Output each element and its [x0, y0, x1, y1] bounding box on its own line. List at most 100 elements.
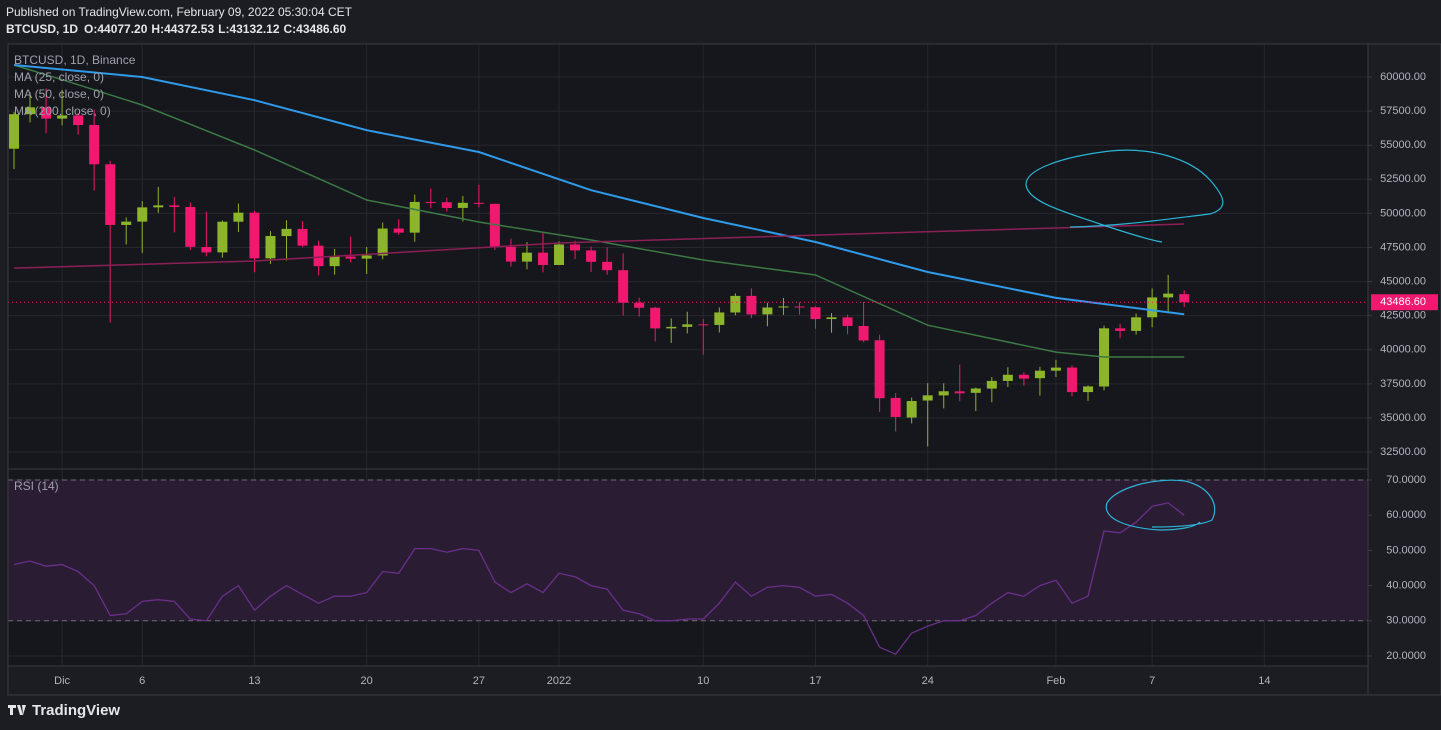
candle-body [986, 380, 997, 389]
y-tick-label: 37500.00 [1380, 378, 1426, 390]
legend: BTCUSD, 1D, Binance MA (25, close, 0) MA (… [14, 53, 136, 493]
drawings [1025, 149, 1224, 531]
legend-title: RSI (14) [14, 479, 59, 493]
candle-body [826, 317, 837, 320]
y-tick-label: 60.0000 [1386, 509, 1426, 521]
candle-body [778, 306, 789, 308]
candle-body [554, 244, 565, 265]
y-tick-label: 42500.00 [1380, 310, 1426, 322]
candle-body [954, 391, 965, 394]
y-tick-label: 30.0000 [1386, 615, 1426, 627]
x-tick-label: 17 [809, 675, 821, 687]
candle-body [121, 221, 132, 225]
candle-body [586, 250, 597, 262]
candle-body [1179, 294, 1190, 303]
candle-body [890, 397, 901, 417]
y-tick-label: 70.0000 [1386, 474, 1426, 486]
candle-body [105, 164, 116, 225]
candle-body [521, 252, 532, 262]
candle-body [489, 203, 500, 247]
candle-body [57, 115, 68, 119]
y-tick-label: 47500.00 [1380, 241, 1426, 253]
candle-body [746, 295, 757, 315]
y-tick-label: 50.0000 [1386, 544, 1426, 556]
candle-body [409, 201, 420, 233]
candle-body [906, 400, 917, 418]
x-tick-label: 14 [1258, 675, 1270, 687]
candle-body [1131, 317, 1142, 331]
candle-body [1034, 370, 1045, 379]
candle-body [73, 115, 84, 126]
symbol-label: BTCUSD, 1D [6, 22, 78, 36]
candle-body [634, 302, 645, 308]
x-tick-label: 13 [248, 675, 260, 687]
candle-body [153, 205, 164, 208]
moving-average [13, 64, 1185, 358]
frame [7, 43, 1441, 696]
last-price-label: 43486.60 [1380, 296, 1426, 308]
candle-body [602, 261, 613, 271]
published-note: Published on TradingView.com, February 0… [6, 5, 353, 19]
x-tick-label: 7 [1149, 675, 1155, 687]
candle-body [425, 201, 436, 203]
candle-body [1147, 297, 1158, 318]
y-tick-label: 20.0000 [1386, 650, 1426, 662]
candle-body [41, 107, 52, 119]
y-tick-label: 55000.00 [1380, 139, 1426, 151]
candle-body [810, 307, 821, 320]
candle-body [1083, 386, 1094, 393]
ohlc-value: H:44372.53 [151, 22, 214, 36]
rsi-band [8, 479, 1368, 621]
candle-body [265, 235, 276, 259]
candle-body [970, 388, 981, 393]
y-tick-label: 52500.00 [1380, 173, 1426, 185]
candle-body [457, 202, 468, 208]
legend-entry: MA (200, close, 0) [14, 104, 111, 118]
candle-body [938, 391, 949, 396]
candle-body [281, 228, 292, 237]
y-tick-label: 32500.00 [1380, 446, 1426, 458]
candle-body [201, 246, 212, 253]
candle-body [361, 255, 372, 259]
grid [8, 44, 1368, 666]
candle-body [1002, 374, 1013, 381]
candle-body [9, 114, 19, 149]
candle-body [537, 252, 548, 265]
candle-body [698, 324, 709, 326]
candle-body [393, 228, 404, 233]
candle-body [1018, 374, 1029, 379]
candle-body [169, 205, 180, 207]
candle-body [714, 312, 725, 325]
candle-body [233, 212, 244, 222]
candle-body [249, 212, 260, 259]
y-tick-label: 35000.00 [1380, 412, 1426, 424]
candle-body [505, 246, 516, 262]
candle-body [1066, 367, 1077, 393]
candle-body [666, 326, 677, 329]
logo: TradingView [8, 702, 120, 719]
legend-title: BTCUSD, 1D, Binance [14, 53, 136, 67]
ohlc-readout: O:44077.20 H:44372.53 L:43132.12 C:43486.60 [84, 22, 347, 36]
candle-body [313, 245, 324, 267]
legend-entry: MA (50, close, 0) [14, 87, 104, 101]
x-tick-label: 24 [922, 675, 934, 687]
candle-body [1050, 367, 1061, 371]
candle-body [922, 395, 933, 401]
ohlc-value: O:44077.20 [84, 22, 148, 36]
candle-body [25, 107, 36, 115]
y-tick-label: 57500.00 [1380, 105, 1426, 117]
ohlc-value: C:43486.60 [284, 22, 347, 36]
y-tick-label: 45000.00 [1380, 275, 1426, 287]
candle-body [682, 324, 693, 327]
candle-body [858, 325, 869, 341]
candle-body [730, 295, 741, 313]
x-tick-label: Dic [54, 675, 70, 687]
candle-body [794, 306, 805, 308]
y-tick-label: 40000.00 [1380, 344, 1426, 356]
y-tick-label: 50000.00 [1380, 207, 1426, 219]
y-tick-label: 60000.00 [1380, 71, 1426, 83]
x-tick-label: 2022 [547, 675, 571, 687]
candle-body [297, 228, 308, 246]
x-tick-label: 6 [139, 675, 145, 687]
candle-body [137, 207, 148, 222]
